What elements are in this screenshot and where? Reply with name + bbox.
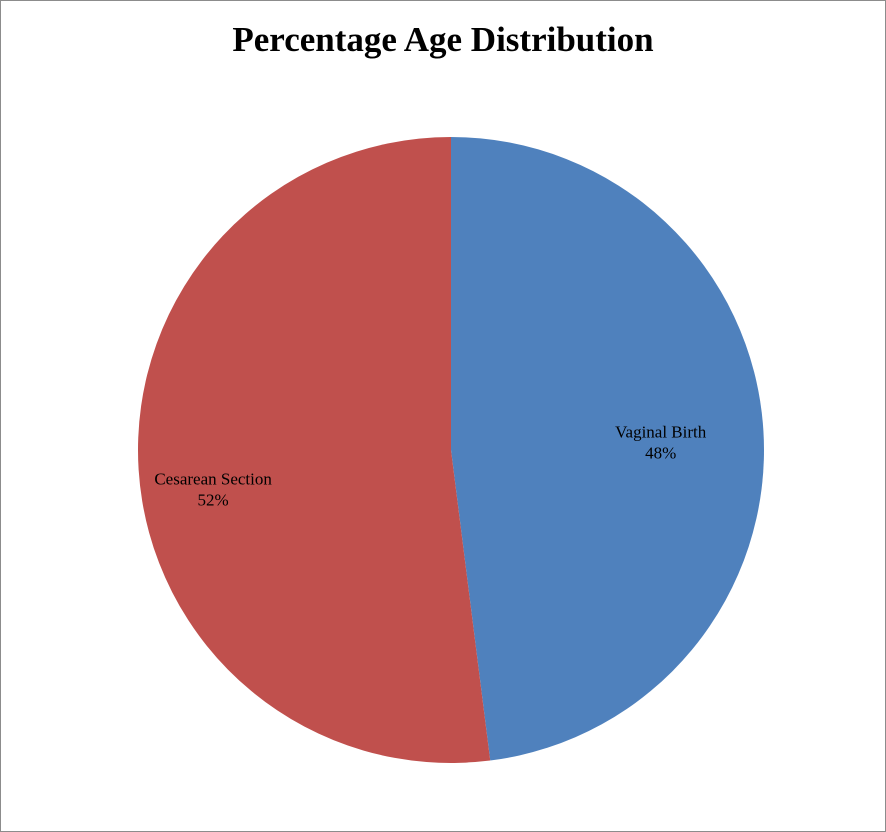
slice-label-cesarean-section: Cesarean Section 52% <box>154 469 272 509</box>
pie-slice-cesarean-section <box>138 137 491 763</box>
pie-slice-vaginal-birth <box>451 137 764 761</box>
slice-label-vaginal-birth: Vaginal Birth 48% <box>615 422 707 462</box>
chart-title: Percentage Age Distribution <box>232 20 654 59</box>
